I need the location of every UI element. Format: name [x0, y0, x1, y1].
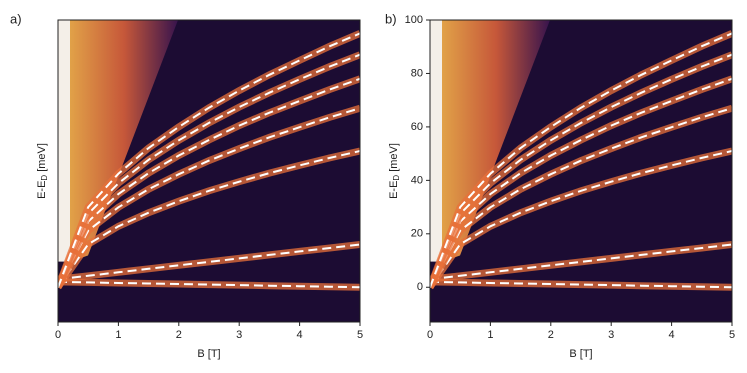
level-fit: [430, 150, 732, 288]
panel: a) 0 1 2 3 4 5 B [T] E-ED [meV]: [10, 11, 363, 359]
x-tick-label: 2: [176, 329, 182, 341]
heatmap-noise: [58, 20, 70, 262]
x-tick-label: 1: [115, 329, 121, 341]
plot-frame: [57, 19, 361, 323]
x-tick-label: 0: [55, 329, 61, 341]
y-tick-label: 0: [417, 281, 423, 293]
level-fit: [430, 107, 732, 288]
level-fit: [58, 280, 360, 289]
y-label-main: E-E: [388, 181, 400, 199]
x-tick-label: 0: [427, 329, 433, 341]
level-fit: [58, 107, 360, 288]
y-axis-label: E-ED [meV]: [388, 143, 401, 199]
level-fit: [58, 32, 360, 288]
x-tick-label: 3: [236, 329, 242, 341]
level-fit: [430, 243, 732, 281]
level-fit: [58, 243, 360, 281]
x-axis-label: B [T]: [569, 348, 592, 360]
level-fit: [58, 53, 360, 288]
level-fit: [430, 32, 732, 288]
level-fit: [430, 77, 732, 288]
y-tick-label: 80: [411, 67, 423, 79]
plot-frame: [429, 19, 733, 323]
y-label-unit: [meV]: [36, 143, 48, 172]
heatmap-noise: [430, 20, 442, 262]
x-tick-label: 5: [357, 329, 363, 341]
level-fit: [430, 280, 732, 289]
panel-label: a): [10, 11, 22, 26]
level-fit: [430, 53, 732, 288]
y-label-unit: [meV]: [388, 143, 400, 172]
level-fit: [58, 150, 360, 288]
x-axis-label: B [T]: [197, 348, 220, 360]
x-tick-label: 3: [608, 329, 614, 341]
panel-label: b): [385, 11, 397, 26]
y-tick-label: 100: [405, 14, 423, 26]
plot-area: [430, 20, 732, 322]
x-tick-label: 4: [297, 329, 303, 341]
x-tick-label: 1: [487, 329, 493, 341]
y-tick-label: 60: [411, 121, 423, 133]
x-tick-label: 5: [729, 329, 735, 341]
level-fit: [58, 77, 360, 288]
x-tick-label: 2: [548, 329, 554, 341]
y-tick-label: 40: [411, 174, 423, 186]
y-tick-label: 20: [411, 228, 423, 240]
y-axis-label: E-ED [meV]: [36, 143, 49, 199]
panel: b) 0 1 2 3 4 5 0 20 40 60 80 100 B [T] E-ED [meV]: [385, 11, 735, 359]
y-label-sub: D: [392, 175, 401, 181]
y-label-sub: D: [40, 175, 49, 181]
y-label-main: E-E: [36, 181, 48, 199]
plot-area: [58, 20, 360, 322]
x-tick-label: 4: [669, 329, 675, 341]
